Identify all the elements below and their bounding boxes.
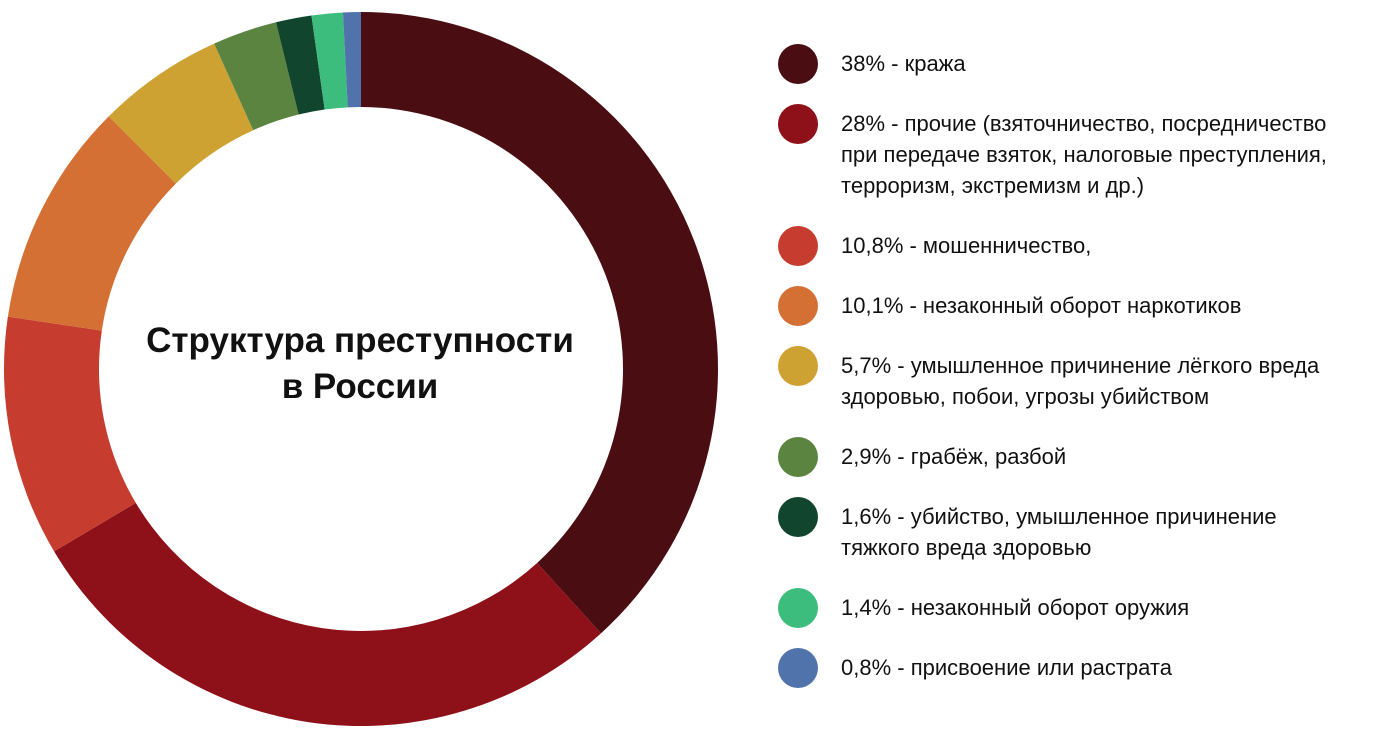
legend-swatch-5	[778, 346, 818, 386]
chart-legend: 38% - кража 28% - прочие (взяточничество,…	[778, 0, 1378, 739]
legend-swatch-8	[778, 588, 818, 628]
legend-label-4: 10,1% - незаконный оборот наркотиков	[841, 290, 1371, 321]
legend-swatch-3	[778, 226, 818, 266]
legend-label-6: 2,9% - грабёж, разбой	[841, 441, 1371, 472]
legend-label-line: 5,7% - умышленное причинение лёгкого вре…	[841, 353, 1320, 378]
legend-item-3: 10,8% - мошенничество,	[778, 226, 1378, 266]
legend-swatch-2	[778, 104, 818, 144]
legend-label-3: 10,8% - мошенничество,	[841, 230, 1371, 261]
legend-label-line: 1,4% - незаконный оборот оружия	[841, 595, 1190, 620]
chart-title-line-2: в России	[281, 367, 439, 406]
legend-item-2: 28% - прочие (взяточничество, посредниче…	[778, 104, 1378, 201]
legend-label-8: 1,4% - незаконный оборот оружия	[841, 592, 1371, 623]
legend-label-line: 0,8% - присвоение или растрата	[841, 655, 1172, 680]
legend-item-1: 38% - кража	[778, 44, 1378, 84]
legend-item-5: 5,7% - умышленное причинение лёгкого вре…	[778, 346, 1378, 412]
donut-slice-6	[214, 22, 299, 131]
legend-label-line: 2,9% - грабёж, разбой	[841, 444, 1067, 469]
donut-chart-svg	[4, 11, 719, 727]
legend-label-9: 0,8% - присвоение или растрата	[841, 652, 1371, 683]
legend-label-5: 5,7% - умышленное причинение лёгкого вре…	[841, 350, 1371, 412]
legend-label-line: 10,8% - мошенничество,	[841, 233, 1092, 258]
legend-label-7: 1,6% - убийство, умышленное причинение тя…	[841, 501, 1371, 563]
legend-label-line: тяжкого вреда здоровью	[841, 535, 1092, 560]
legend-item-7: 1,6% - убийство, умышленное причинение тя…	[778, 497, 1378, 563]
donut-slice-7	[275, 15, 325, 115]
legend-label-1: 38% - кража	[841, 48, 1371, 79]
legend-item-8: 1,4% - незаконный оборот оружия	[778, 588, 1378, 628]
donut-slice-5	[108, 43, 254, 184]
donut-slice-8	[311, 12, 348, 110]
chart-title: Структура преступности в России	[100, 318, 620, 410]
legend-swatch-1	[778, 44, 818, 84]
donut-slice-1	[361, 11, 719, 634]
legend-swatch-4	[778, 286, 818, 326]
legend-swatch-9	[778, 648, 818, 688]
donut-chart: Структура преступности в России	[4, 11, 719, 727]
legend-label-line: 28% - прочие (взяточничество, посредниче…	[841, 111, 1327, 136]
donut-slice-3	[4, 316, 136, 552]
donut-slice-9	[342, 12, 361, 108]
legend-label-line: 38% - кража	[841, 51, 966, 76]
chart-title-line-1: Структура преступности	[146, 321, 574, 360]
legend-item-6: 2,9% - грабёж, разбой	[778, 437, 1378, 477]
legend-item-4: 10,1% - незаконный оборот наркотиков	[778, 286, 1378, 326]
legend-label-line: здоровью, побои, угрозы убийством	[841, 384, 1210, 409]
legend-label-line: терроризм, экстремизм и др.)	[841, 173, 1145, 198]
donut-slice-2	[54, 502, 601, 727]
legend-label-line: 1,6% - убийство, умышленное причинение	[841, 504, 1277, 529]
legend-label-line: при передаче взяток, налоговые преступле…	[841, 142, 1327, 167]
legend-swatch-6	[778, 437, 818, 477]
legend-label-line: 10,1% - незаконный оборот наркотиков	[841, 293, 1242, 318]
legend-swatch-7	[778, 497, 818, 537]
legend-item-9: 0,8% - присвоение или растрата	[778, 648, 1378, 688]
donut-slice-4	[7, 116, 176, 331]
legend-label-2: 28% - прочие (взяточничество, посредниче…	[841, 108, 1371, 201]
